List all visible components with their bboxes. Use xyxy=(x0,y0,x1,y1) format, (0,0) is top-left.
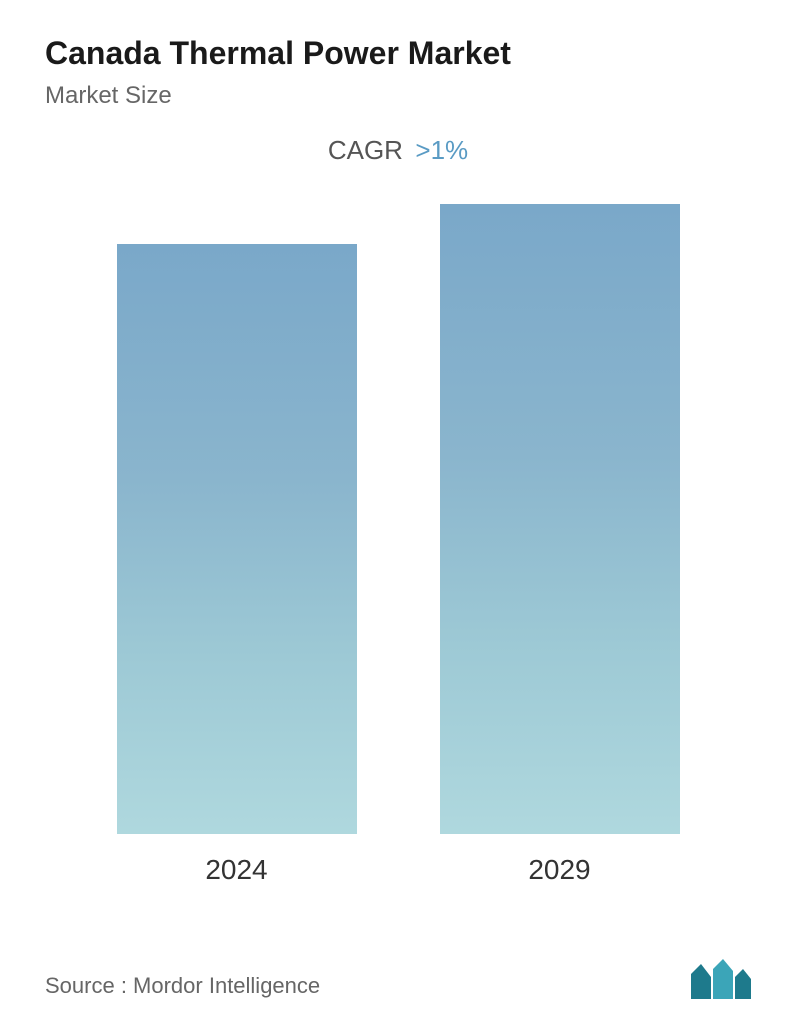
bar-2029 xyxy=(440,204,680,834)
logo-icon xyxy=(691,959,751,999)
cagr-label: CAGR xyxy=(328,135,403,165)
bar-label-2024: 2024 xyxy=(205,854,267,886)
cagr-value: >1% xyxy=(415,135,468,165)
footer: Source : Mordor Intelligence xyxy=(45,959,751,999)
bar-group-2029: 2029 xyxy=(440,204,680,886)
source-text: Source : Mordor Intelligence xyxy=(45,973,320,999)
page-title: Canada Thermal Power Market xyxy=(45,35,751,72)
bar-group-2024: 2024 xyxy=(117,244,357,886)
bar-label-2029: 2029 xyxy=(528,854,590,886)
bar-chart: 2024 2029 xyxy=(45,206,751,886)
chart-container: Canada Thermal Power Market Market Size … xyxy=(0,0,796,1034)
bar-2024 xyxy=(117,244,357,834)
cagr-row: CAGR >1% xyxy=(45,135,751,166)
page-subtitle: Market Size xyxy=(45,82,751,110)
